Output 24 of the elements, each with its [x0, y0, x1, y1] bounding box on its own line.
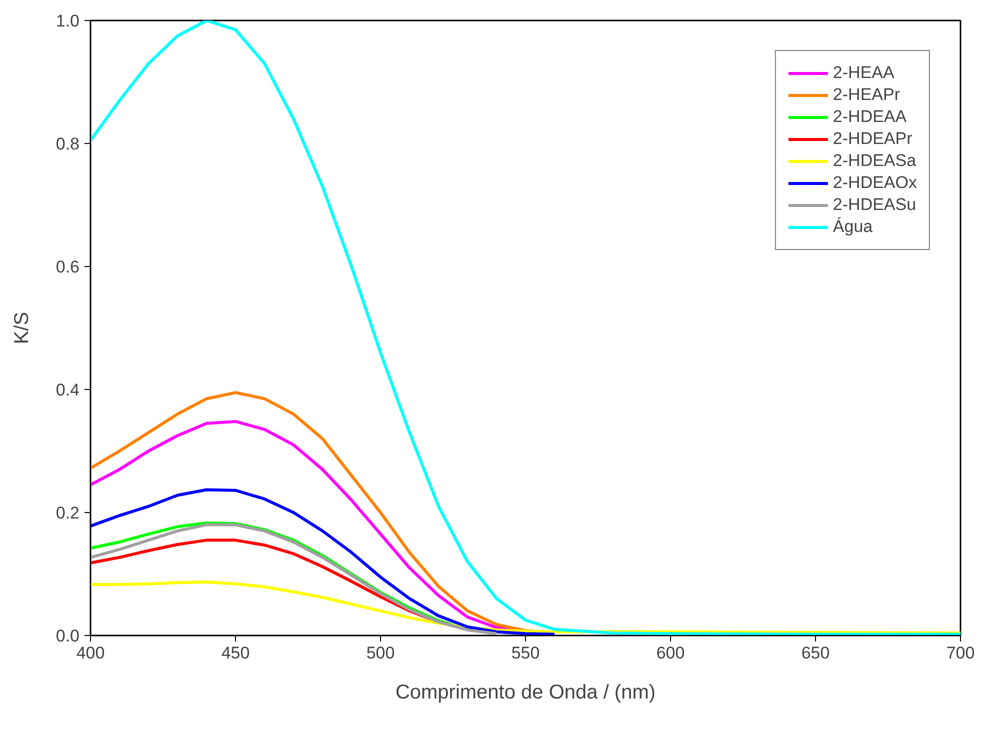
legend-label: 2-HDEAOx — [832, 173, 917, 193]
y-tick-label: 0.2 — [56, 504, 80, 522]
y-axis-title: K/S — [10, 312, 33, 344]
legend-label: 2-HDEASu — [832, 195, 916, 215]
y-tick-label: 0.6 — [56, 258, 80, 276]
x-tick-label: 550 — [511, 644, 540, 662]
x-tick-label: 650 — [801, 644, 830, 662]
line-series — [90, 488, 556, 636]
legend-label: 2-HDEAA — [832, 107, 907, 127]
legend-label: Água — [832, 217, 873, 237]
x-tick-label: 500 — [366, 644, 395, 662]
y-tick-label: 1.0 — [56, 12, 80, 30]
legend-label: 2-HDEAPr — [832, 129, 912, 149]
x-tick-label: 400 — [76, 644, 105, 662]
legend-label: 2-HEAPr — [832, 85, 900, 105]
legend-label: 2-HDEASa — [832, 151, 916, 171]
x-tick-label: 450 — [221, 644, 250, 662]
y-tick-label: 0.0 — [56, 626, 80, 646]
x-axis-title: Comprimento de Onda / (nm) — [395, 682, 656, 704]
y-tick-label: 0.8 — [56, 134, 80, 154]
legend-label: 2-HEAA — [832, 63, 894, 83]
x-tick-label: 600 — [656, 644, 685, 662]
y-tick-label: 0.4 — [56, 380, 80, 400]
x-tick-label: 700 — [946, 644, 975, 662]
